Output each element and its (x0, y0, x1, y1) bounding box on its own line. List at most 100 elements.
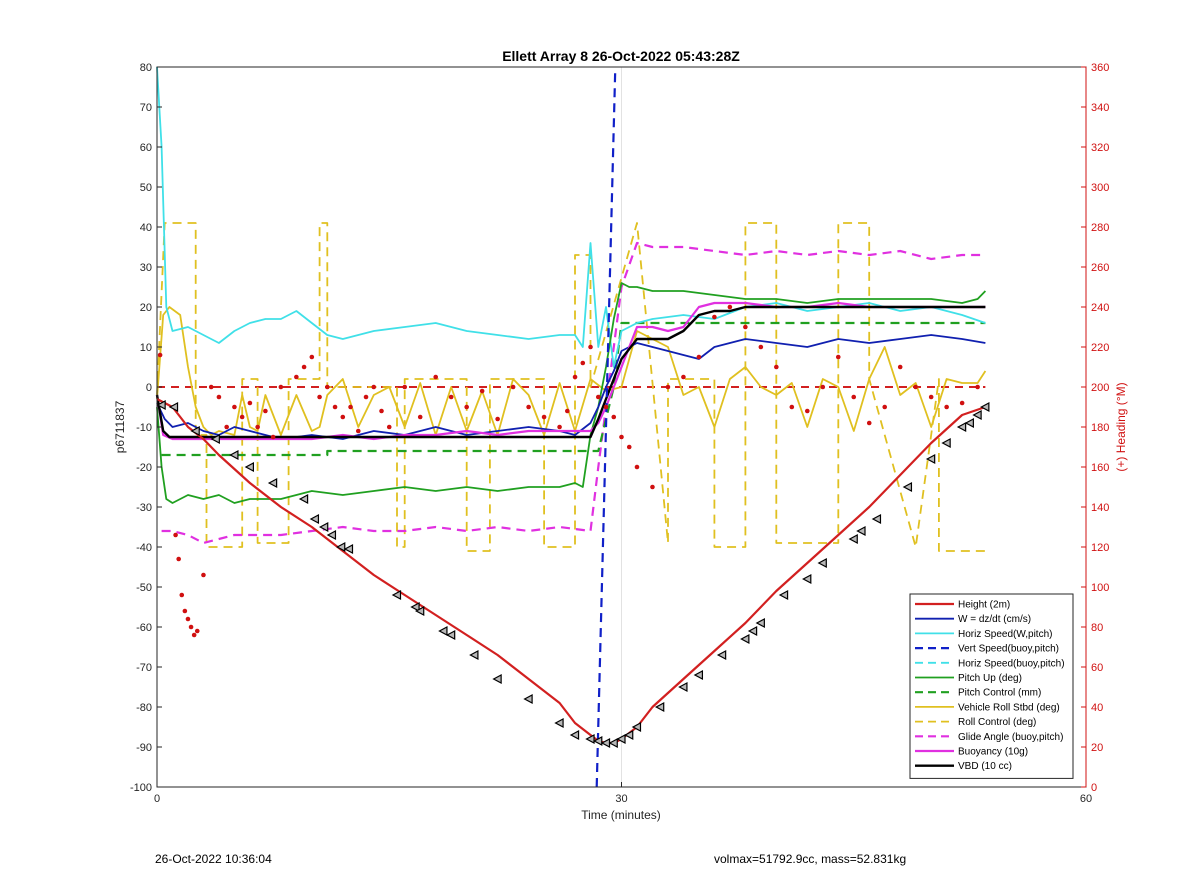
heading-point (188, 624, 194, 630)
heading-point (619, 434, 624, 440)
height-marker (190, 426, 200, 436)
height-marker (941, 438, 951, 448)
y2-tick-label: 120 (1091, 542, 1109, 554)
heading-point (851, 394, 857, 400)
y-tick-label: 60 (140, 142, 152, 154)
height-marker (391, 590, 402, 600)
legend-label: Vehicle Roll Stbd (deg) (958, 702, 1060, 713)
legend-label: Pitch Up (deg) (958, 673, 1022, 684)
y2-tick-label: 0 (1091, 782, 1097, 794)
height-marker (326, 530, 337, 540)
x-tick-label: 60 (1080, 793, 1092, 805)
series-w (156, 334, 986, 440)
heading-point (417, 414, 423, 420)
height-marker (585, 734, 595, 744)
legend-label: Glide Angle (buoy,pitch) (958, 732, 1063, 743)
height-marker (593, 736, 603, 746)
heading-point (386, 424, 392, 430)
height-marker (210, 434, 220, 444)
x-tick-label: 30 (615, 793, 627, 805)
heading-point (216, 394, 222, 400)
heading-point (565, 408, 570, 414)
height-marker (778, 590, 789, 600)
height-marker (318, 522, 329, 532)
footer-volmax-mass: volmax=51792.9cc, mass=52.831kg (714, 852, 907, 866)
height-marker (244, 462, 254, 472)
y-tick-label: 20 (140, 302, 152, 314)
heading-point (208, 384, 214, 390)
legend-label: Horiz Speed(W,pitch) (958, 629, 1052, 640)
height-marker (623, 730, 634, 740)
heading-point (157, 352, 163, 358)
y-tick-label: -60 (136, 622, 152, 634)
y-tick-label: -30 (136, 502, 152, 514)
series-roll_control (156, 222, 986, 552)
legend-label: W = dz/dt (cm/s) (958, 614, 1031, 625)
y-tick-label: 40 (140, 222, 152, 234)
height-marker (267, 478, 278, 488)
height-marker (980, 402, 990, 412)
heading-point (402, 384, 408, 390)
heading-point (959, 400, 965, 406)
y2-tick-label: 320 (1091, 142, 1109, 154)
legend-label: Height (2m) (958, 600, 1010, 611)
heading-point (572, 374, 578, 380)
height-marker (600, 738, 611, 748)
height-marker (848, 534, 858, 544)
heading-point (681, 374, 686, 380)
height-marker (654, 702, 665, 712)
y-tick-label: -80 (136, 702, 152, 714)
series-horiz_w (156, 66, 986, 368)
height-marker (856, 526, 866, 536)
y2-tick-label: 100 (1091, 582, 1109, 594)
heading-point (448, 394, 454, 400)
height-marker (925, 454, 936, 464)
series-vert_buoy (595, 66, 617, 788)
heading-point (232, 404, 237, 410)
heading-point (510, 384, 516, 390)
height-marker (410, 602, 420, 612)
heading-points (157, 304, 980, 638)
y-tick-label: -100 (130, 782, 152, 794)
heading-point (173, 532, 178, 538)
height-marker (414, 606, 425, 616)
heading-point (479, 388, 485, 394)
heading-point (603, 404, 609, 410)
heading-point (433, 374, 439, 380)
heading-point (495, 416, 500, 422)
y2-tick-label: 180 (1091, 422, 1109, 434)
height-marker (871, 514, 882, 524)
heading-point (371, 384, 377, 390)
heading-point (340, 414, 346, 420)
heading-point (201, 572, 206, 578)
series-layer (155, 66, 987, 788)
heading-point (355, 428, 361, 434)
heading-point (897, 364, 903, 370)
height-marker (747, 626, 758, 636)
heading-point (270, 434, 276, 440)
heading-point (379, 408, 384, 414)
legend-label: Buoyancy (10g) (958, 747, 1028, 758)
heading-point (758, 344, 764, 350)
heading-point (805, 408, 810, 414)
heading-point (866, 420, 872, 426)
height-marker (678, 682, 688, 692)
heading-point (789, 404, 795, 410)
y-tick-label: -50 (136, 582, 152, 594)
y2-tick-label: 240 (1091, 302, 1109, 314)
heading-point (944, 404, 949, 410)
height-marker (335, 542, 346, 552)
heading-point (278, 384, 284, 390)
y-tick-label: -90 (136, 742, 152, 754)
height-marker (802, 574, 812, 584)
y-tick-label: 30 (140, 262, 152, 274)
heading-point (255, 424, 260, 430)
legend-label: Pitch Control (mm) (958, 688, 1041, 699)
y2-tick-label: 160 (1091, 462, 1109, 474)
heading-point (774, 364, 779, 370)
heading-point (975, 384, 980, 390)
y2-tick-label: 300 (1091, 182, 1109, 194)
x-tick-label: 0 (154, 793, 160, 805)
heading-point (294, 374, 299, 380)
heading-point (557, 424, 562, 430)
